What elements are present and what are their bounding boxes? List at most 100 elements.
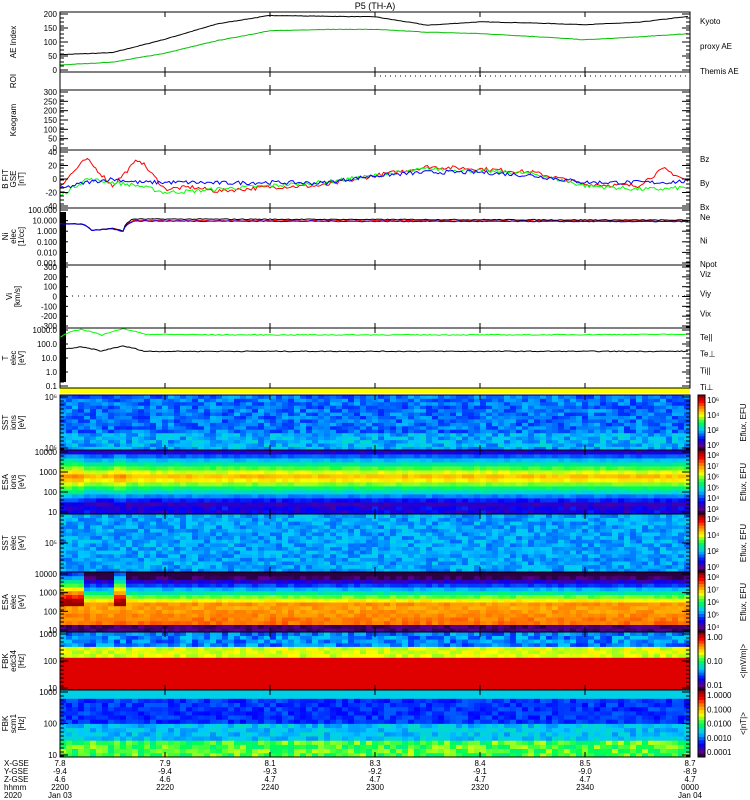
heatmap-cell <box>372 490 379 495</box>
heatmap-cell <box>678 462 685 467</box>
heatmap-cell <box>630 490 637 495</box>
heatmap-cell <box>150 436 157 441</box>
heatmap-cell <box>240 532 247 537</box>
heatmap-cell <box>90 514 97 518</box>
heatmap-cell <box>504 514 511 518</box>
heatmap-cell <box>228 454 235 459</box>
heatmap-cell <box>294 436 301 441</box>
heatmap-cell <box>606 432 613 437</box>
heatmap-cell <box>666 401 673 406</box>
heatmap-cell <box>528 550 535 555</box>
heatmap-cell <box>132 454 139 459</box>
heatmap-cell <box>144 543 151 547</box>
heatmap-cell <box>480 490 487 495</box>
heatmap-cell <box>438 443 445 447</box>
heatmap-cell <box>438 450 445 455</box>
heatmap-cell <box>192 550 199 555</box>
heatmap-cell <box>78 450 85 455</box>
heatmap-cell <box>342 550 349 555</box>
heatmap-cell <box>360 494 367 499</box>
heatmap-cell <box>462 422 469 427</box>
heatmap-cell <box>630 474 637 479</box>
heatmap-cell <box>228 550 235 555</box>
heatmap-cell <box>468 401 475 406</box>
heatmap-cell <box>522 553 529 558</box>
heatmap-cell <box>486 514 493 518</box>
heatmap-cell <box>150 429 157 434</box>
heatmap-cell <box>66 494 73 499</box>
heatmap-cell <box>378 517 385 522</box>
heatmap-cell <box>120 422 127 427</box>
heatmap-cell <box>600 450 607 455</box>
heatmap-cell <box>258 502 265 507</box>
heatmap-cell <box>504 524 511 529</box>
heatmap-cell <box>492 539 499 544</box>
heatmap-cell <box>456 395 463 399</box>
heatmap-cell <box>534 498 541 503</box>
heatmap-cell <box>462 398 469 403</box>
heatmap-cell <box>228 524 235 529</box>
heatmap-cell <box>288 490 295 495</box>
heatmap-cell <box>546 466 553 471</box>
heatmap-cell <box>540 550 547 555</box>
heatmap-cell <box>486 568 493 573</box>
heatmap-cell <box>174 553 181 558</box>
heatmap-cell <box>522 450 529 455</box>
heatmap-cell <box>228 419 235 423</box>
heatmap-cell <box>234 466 241 471</box>
heatmap-cell <box>372 543 379 547</box>
heatmap-cell <box>300 546 307 551</box>
heatmap-cell <box>222 405 229 410</box>
heatmap-cell <box>414 415 421 420</box>
heatmap-cell <box>522 490 529 495</box>
heatmap-cell <box>426 564 433 569</box>
heatmap-cell <box>636 454 643 459</box>
heatmap-cell <box>324 506 331 511</box>
heatmap-cell <box>216 490 223 495</box>
heatmap-cell <box>480 528 487 533</box>
heatmap-cell <box>414 502 421 507</box>
heatmap-cell <box>144 450 151 455</box>
heatmap-cell <box>420 412 427 416</box>
heatmap-cell <box>462 535 469 540</box>
heatmap-cell <box>174 466 181 471</box>
heatmap-cell <box>396 568 403 573</box>
heatmap-cell <box>558 439 565 444</box>
heatmap-cell <box>132 553 139 558</box>
heatmap-cell <box>408 510 415 515</box>
heatmap-cell <box>456 474 463 479</box>
heatmap-cell <box>360 425 367 430</box>
heatmap-cell <box>132 524 139 529</box>
heatmap-cell <box>648 466 655 471</box>
heatmap-cell <box>342 539 349 544</box>
heatmap-cell <box>498 415 505 420</box>
heatmap-cell <box>150 401 157 406</box>
heatmap-cell <box>228 557 235 562</box>
heatmap-cell <box>102 514 109 518</box>
heatmap-cell <box>216 436 223 441</box>
heatmap-cell <box>246 446 253 451</box>
heatmap-cell <box>558 524 565 529</box>
heatmap-cell <box>414 408 421 413</box>
heatmap-cell <box>72 553 79 558</box>
heatmap-cell <box>540 546 547 551</box>
heatmap-cell <box>120 401 127 406</box>
heatmap-cell <box>468 557 475 562</box>
heatmap-cell <box>156 482 163 487</box>
heatmap-cell <box>588 401 595 406</box>
heatmap-cell <box>372 524 379 529</box>
heatmap-cell <box>330 401 337 406</box>
heatmap-cell <box>300 553 307 558</box>
heatmap-cell <box>312 568 319 573</box>
heatmap-cell <box>480 564 487 569</box>
heatmap-cell <box>306 482 313 487</box>
heatmap-cell <box>534 482 541 487</box>
heatmap-cell <box>348 539 355 544</box>
heatmap-cell <box>342 517 349 522</box>
heatmap-cell <box>642 412 649 416</box>
heatmap-cell <box>666 454 673 459</box>
heatmap-cell <box>126 550 133 555</box>
heatmap-cell <box>108 490 115 495</box>
heatmap-cell <box>534 450 541 455</box>
heatmap-cell <box>180 524 187 529</box>
